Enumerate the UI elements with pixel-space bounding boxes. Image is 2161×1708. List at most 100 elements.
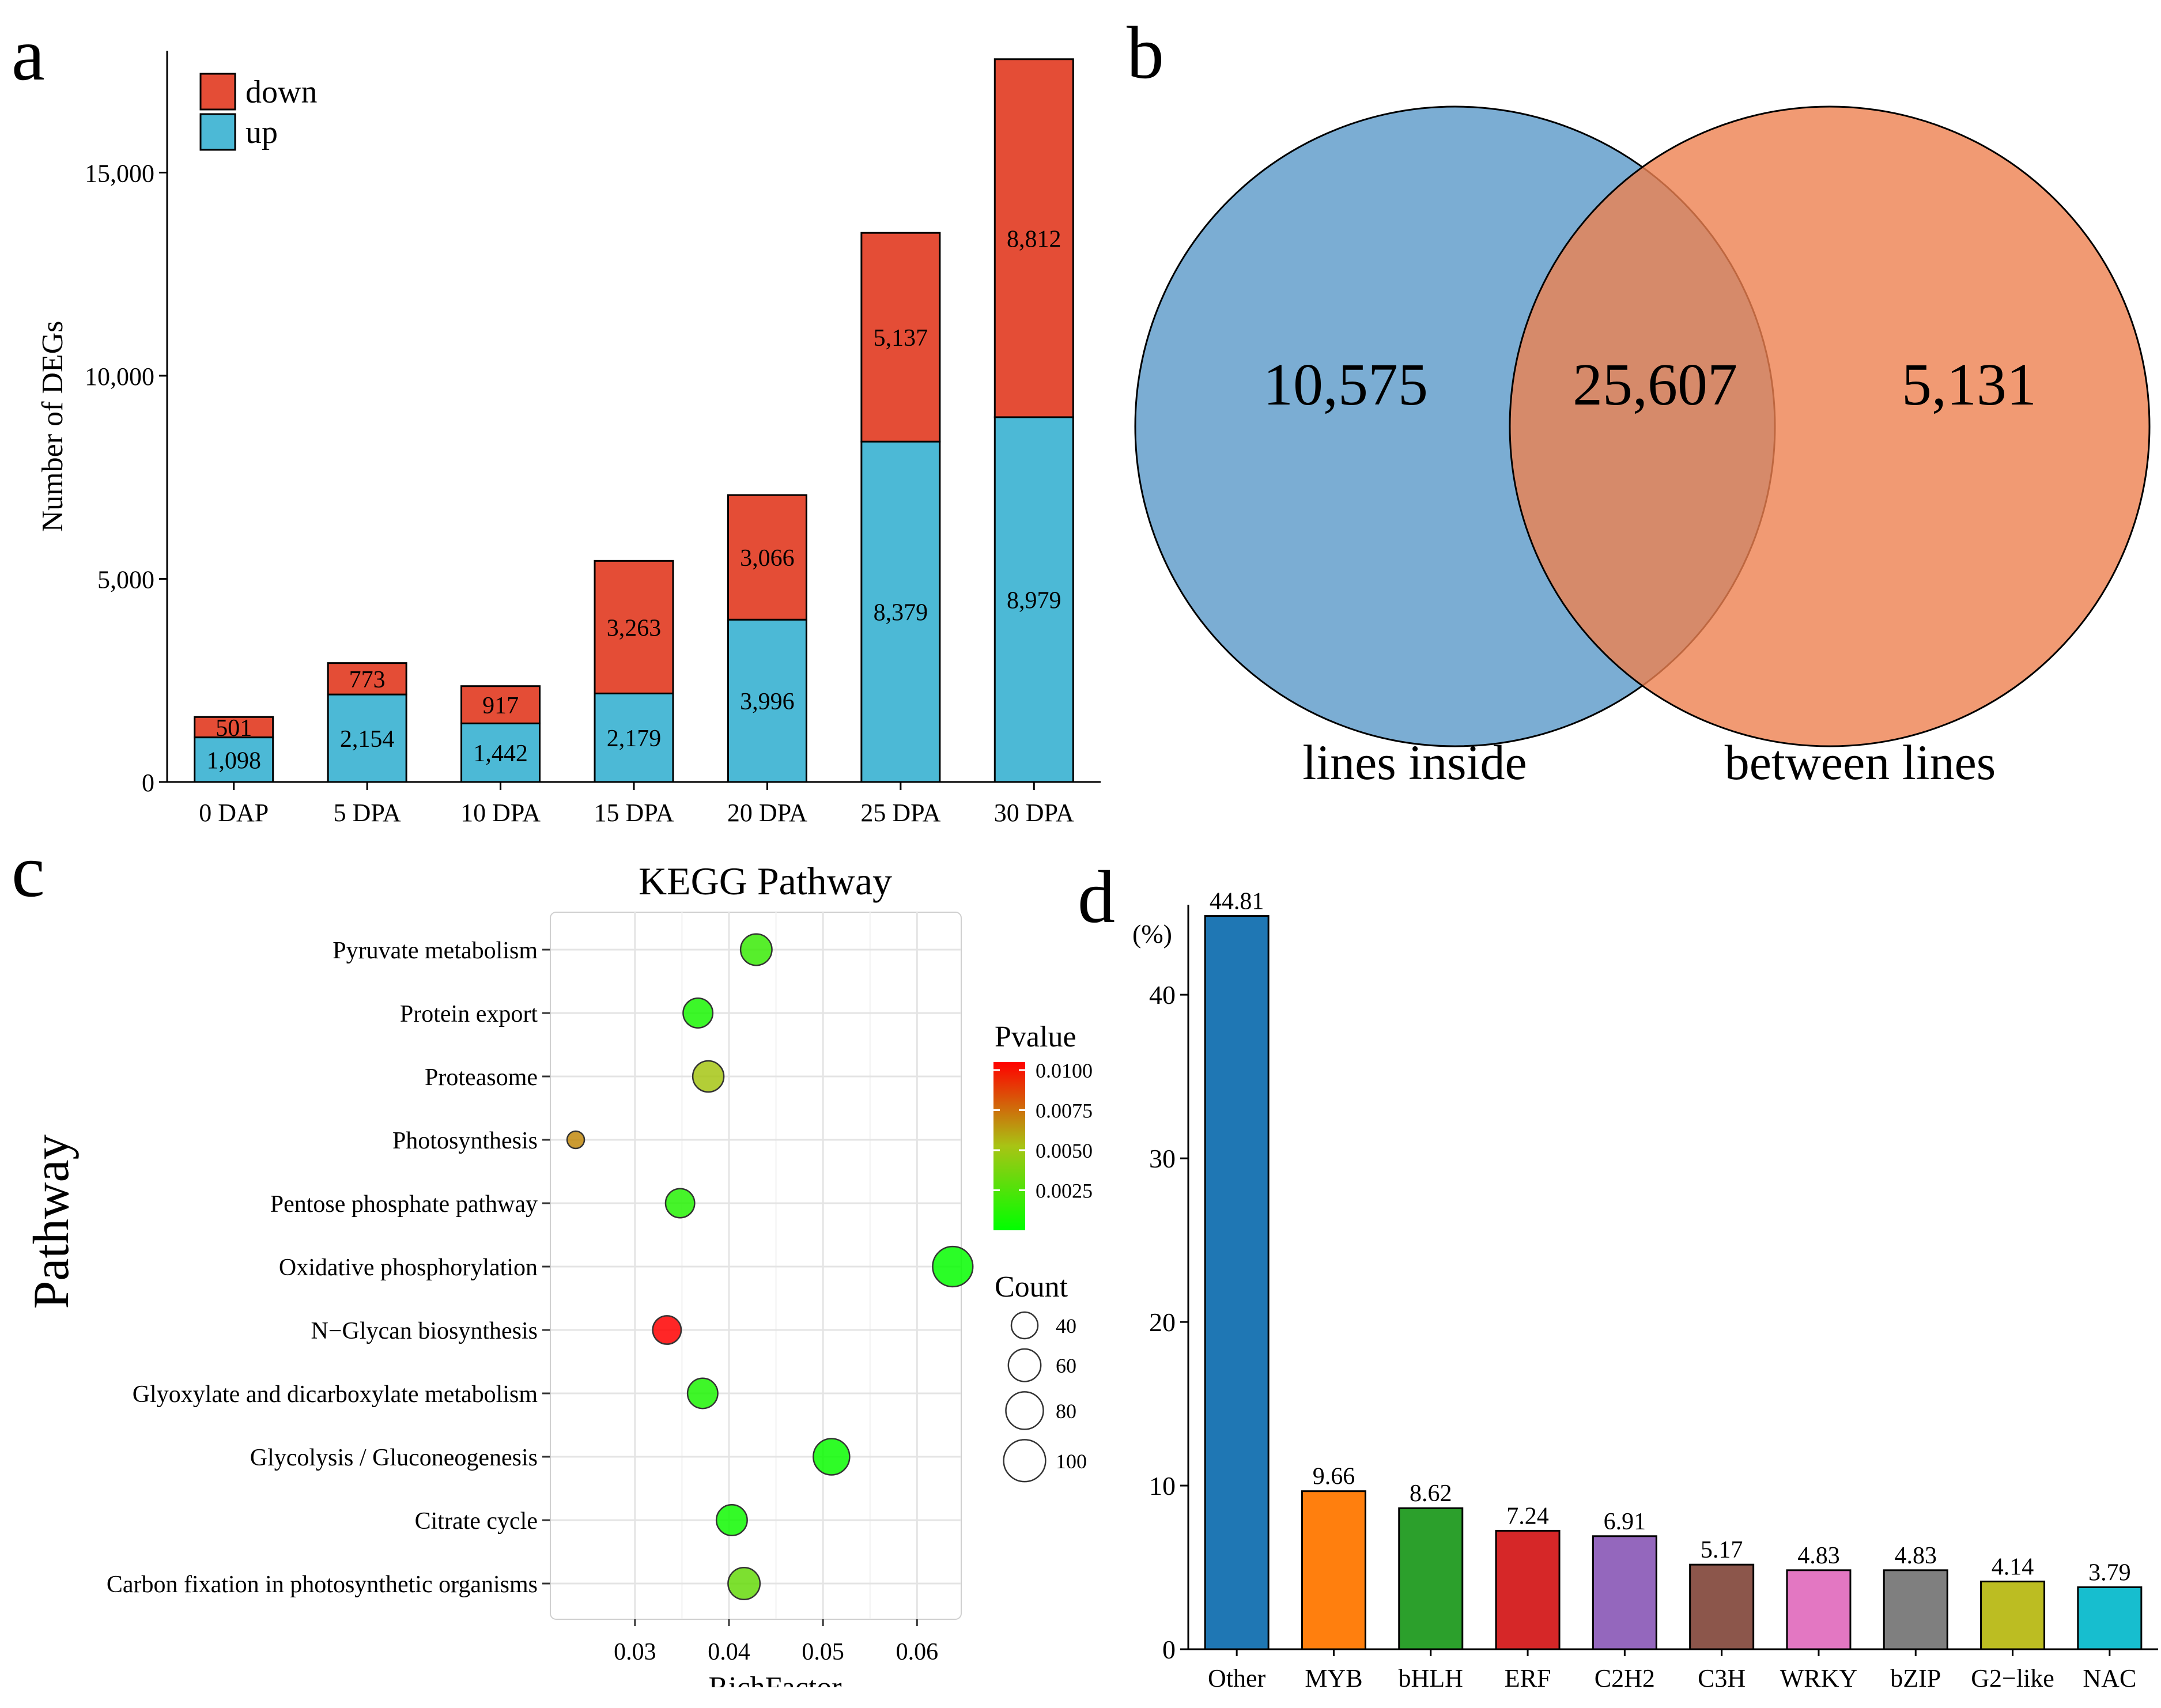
bar-value-label-g2-like: 4.14 [1992,1554,2034,1580]
pathway-label-carbon-fixation-in-photosynthetic-organisms: Carbon fixation in photosynthetic organi… [107,1571,538,1598]
bar-label-down-10-dpa: 917 [482,693,519,719]
bubble-protein-export [682,997,714,1029]
bar-label-down-30-dpa: 8,812 [1007,226,1061,252]
bar-value-label-other: 44.81 [1210,889,1264,915]
panel-d-x-tick-label: G2−like [1971,1664,2054,1692]
panel-c-x-tick-label: 0.04 [708,1639,750,1665]
panel-d-x-tick-label: bHLH [1399,1664,1463,1692]
panel-label-a: a [12,13,45,96]
pathway-label-glycolysis-gluconeogenesis: Glycolysis / Gluconeogenesis [250,1445,538,1471]
bar-bhlh [1398,1507,1464,1650]
bar-down-5-dpa [327,662,407,696]
venn-set-label-lines-inside: lines inside [1302,735,1527,790]
panel-label-c: c [12,830,45,913]
panel-c-kegg-bubble-chart: KEGG Pathway Pathway RichFactor Pvalue C… [24,859,1093,1708]
bar-down-30-dpa [993,58,1074,418]
panel-d-bar-chart: (%) 0 10 20 30 40 44.81 Other 9.66 MYB 8.62 bHLH 7.… [1132,889,2158,1692]
panel-a-y-tick-label: 15,000 [85,160,154,188]
bubble-n-glycan-biosynthesis [652,1315,682,1345]
pathway-label-proteasome: Proteasome [425,1064,538,1091]
venn-count-lines-inside-only: 10,575 [1263,352,1428,418]
panel-label-b: b [1127,12,1164,95]
panel-a-x-tick-label: 5 DPA [334,799,401,827]
bar-value-label-wrky: 4.83 [1797,1543,1840,1569]
bar-up-10-dpa [460,722,541,783]
panel-d-y-tick-label: 40 [1149,980,1176,1010]
panel-d-x-tick-label: ERF [1505,1664,1551,1692]
bar-value-label-erf: 7.24 [1506,1503,1549,1529]
venn-count-between-lines-only: 5,131 [1902,352,2037,418]
bar-up-25-dpa [860,440,941,783]
bar-nac [2077,1586,2143,1650]
panel-a-y-tick-label: 0 [142,769,154,797]
panel-c-x-tick-label: 0.05 [802,1639,844,1665]
bar-label-up-0-dap: 1,098 [206,747,261,774]
panel-a-stacked-bar-chart: Number of DEGs 0 5,000 10,000 15,000 1,098 50… [36,51,1101,827]
legend-label-up: up [245,115,278,150]
panel-d-y-tick-label: 30 [1149,1144,1176,1173]
count-legend-label-40: 40 [1056,1314,1076,1337]
pathway-label-photosynthesis: Photosynthesis [392,1128,538,1154]
venn-circle-between-lines [1509,105,2151,747]
pathway-label-protein-export: Protein export [400,1001,538,1027]
panel-d-y-axis-unit: (%) [1132,919,1172,949]
venn-count-intersection: 25,607 [1573,352,1737,418]
bubble-citrate-cycle [715,1504,748,1536]
panel-a-x-tick-label: 30 DPA [994,799,1074,827]
bar-erf [1495,1529,1561,1650]
panel-d-x-tick-label: WRKY [1780,1664,1857,1692]
pathway-label-pyruvate-metabolism: Pyruvate metabolism [333,938,538,964]
panel-a-x-tick-label: 20 DPA [727,799,807,827]
pvalue-tick-label: 0.0050 [1036,1139,1093,1162]
pvalue-colorbar [993,1062,1025,1230]
pathway-label-oxidative-phosphorylation: Oxidative phosphorylation [279,1254,538,1281]
panel-b-venn-diagram: 10,575 25,607 5,131 lines inside between… [1134,105,2151,790]
bar-label-up-25-dpa: 8,379 [874,600,928,626]
bar-up-5-dpa [327,693,407,783]
bar-c3h [1689,1563,1755,1650]
panel-d-x-tick-label: Other [1208,1664,1266,1692]
bubble-proteasome [692,1060,725,1093]
count-legend-label-100: 100 [1056,1450,1087,1473]
panel-c-x-tick-label: 0.06 [896,1639,939,1665]
panel-d-y-tick-label: 0 [1162,1635,1176,1664]
count-legend-circle-40 [1010,1311,1039,1340]
count-legend-circle-80 [1005,1391,1044,1430]
panel-d-x-tick-label: C2H2 [1595,1664,1655,1692]
bubble-pyruvate-metabolism [739,933,773,966]
bar-value-label-bzip: 4.83 [1895,1543,1937,1569]
panel-label-d: d [1078,856,1115,939]
bar-label-down-25-dpa: 5,137 [874,325,928,352]
bar-label-up-15-dpa: 2,179 [607,725,662,752]
panel-a-x-tick-label: 0 DAP [199,799,269,827]
panel-a-x-tick-label: 10 DPA [460,799,541,827]
legend-swatch-up [199,113,236,151]
count-legend-label-80: 80 [1056,1400,1076,1423]
count-legend-title: Count [995,1271,1068,1303]
bubble-photosynthesis [566,1130,585,1150]
bar-value-label-bhlh: 8.62 [1410,1480,1452,1507]
bar-down-10-dpa [460,685,541,724]
pvalue-tick-label: 0.0075 [1036,1099,1093,1122]
bar-label-up-30-dpa: 8,979 [1007,587,1061,614]
pathway-label-pentose-phosphate-pathway: Pentose phosphate pathway [270,1191,538,1218]
count-legend-circle-100 [1003,1439,1047,1483]
panel-c-x-tick-label: 0.03 [614,1639,656,1665]
bubble-glycolysis-gluconeogenesis [813,1438,851,1476]
legend-swatch-down [199,73,236,111]
bar-value-label-c2h2: 6.91 [1604,1509,1646,1535]
pvalue-tick-label: 0.0025 [1036,1179,1093,1202]
panel-d-y-tick-label: 10 [1149,1471,1176,1501]
bubble-glyoxylate-and-dicarboxylate-metabolism [686,1377,719,1410]
bar-down-15-dpa [594,560,674,694]
bar-wrky [1786,1569,1852,1650]
panel-a-x-tick-label: 15 DPA [594,799,674,827]
bar-down-25-dpa [860,232,941,443]
panel-d-y-tick-label: 20 [1149,1308,1176,1337]
bar-up-20-dpa [727,618,807,783]
bar-down-0-dap [194,716,274,739]
pathway-label-n-glycan-biosynthesis: N−Glycan biosynthesis [311,1318,538,1344]
count-legend-circle-60 [1007,1348,1042,1382]
bar-label-up-10-dpa: 1,442 [473,740,528,767]
